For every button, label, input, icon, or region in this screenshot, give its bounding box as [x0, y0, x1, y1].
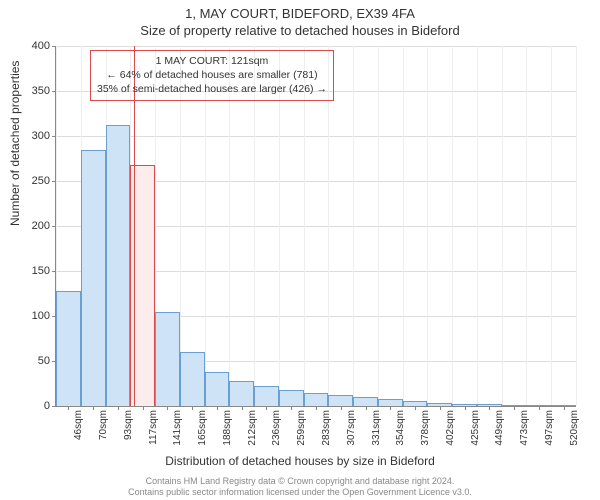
x-tick-label: 46sqm	[73, 410, 84, 440]
x-tick-label: 236sqm	[271, 410, 282, 446]
y-tick-label: 250	[32, 175, 50, 187]
title-line-2: Size of property relative to detached ho…	[0, 21, 600, 38]
footer-line-2: Contains public sector information licen…	[0, 487, 600, 498]
x-tick-label: 497sqm	[544, 410, 555, 446]
x-tick-mark	[390, 406, 391, 410]
histogram-bar	[106, 125, 131, 406]
gridline-v	[576, 46, 577, 406]
x-tick-label: 402sqm	[445, 410, 456, 446]
x-tick-label: 473sqm	[519, 410, 530, 446]
y-tick-label: 150	[32, 265, 50, 277]
x-tick-label: 307sqm	[346, 410, 357, 446]
histogram-bar	[205, 372, 230, 406]
histogram-bar	[279, 390, 304, 406]
annotation-line: 35% of semi-detached houses are larger (…	[97, 82, 327, 96]
title-line-1: 1, MAY COURT, BIDEFORD, EX39 4FA	[0, 0, 600, 21]
x-tick-mark	[143, 406, 144, 410]
x-tick-mark	[93, 406, 94, 410]
x-tick-label: 93sqm	[123, 410, 134, 440]
x-tick-label: 259sqm	[296, 410, 307, 446]
x-tick-mark	[564, 406, 565, 410]
x-tick-mark	[118, 406, 119, 410]
y-tick-mark	[52, 406, 56, 407]
y-tick-label: 300	[32, 130, 50, 142]
x-tick-mark	[167, 406, 168, 410]
histogram-bar	[56, 291, 81, 406]
plot-area: 05010015020025030035040046sqm70sqm93sqm1…	[56, 46, 576, 406]
y-tick-label: 400	[32, 40, 50, 52]
x-tick-label: 354sqm	[395, 410, 406, 446]
y-tick-mark	[52, 361, 56, 362]
histogram-bar	[378, 399, 403, 406]
x-tick-label: 520sqm	[569, 410, 580, 446]
y-tick-label: 100	[32, 310, 50, 322]
y-tick-mark	[52, 316, 56, 317]
histogram-bar	[81, 150, 106, 407]
histogram-bar	[229, 381, 254, 406]
histogram-bar	[304, 393, 329, 407]
annotation-box: 1 MAY COURT: 121sqm← 64% of detached hou…	[90, 50, 334, 101]
y-tick-mark	[52, 226, 56, 227]
y-tick-mark	[52, 181, 56, 182]
annotation-line: ← 64% of detached houses are smaller (78…	[97, 68, 327, 82]
annotation-line: 1 MAY COURT: 121sqm	[97, 54, 327, 68]
x-tick-mark	[440, 406, 441, 410]
y-tick-label: 200	[32, 220, 50, 232]
x-tick-label: 70sqm	[98, 410, 109, 440]
x-tick-label: 212sqm	[247, 410, 258, 446]
histogram-bar	[254, 386, 279, 406]
y-tick-label: 0	[44, 400, 50, 412]
x-tick-mark	[489, 406, 490, 410]
x-tick-label: 283sqm	[321, 410, 332, 446]
x-tick-mark	[415, 406, 416, 410]
histogram-bar	[353, 397, 378, 406]
histogram-bar	[180, 352, 205, 406]
x-tick-label: 378sqm	[420, 410, 431, 446]
y-tick-label: 50	[38, 355, 50, 367]
x-tick-mark	[291, 406, 292, 410]
x-tick-mark	[366, 406, 367, 410]
x-axis-label: Distribution of detached houses by size …	[0, 454, 600, 468]
y-tick-mark	[52, 91, 56, 92]
x-tick-mark	[514, 406, 515, 410]
x-tick-mark	[68, 406, 69, 410]
x-tick-mark	[341, 406, 342, 410]
y-axis-label: Number of detached properties	[8, 61, 22, 226]
x-tick-mark	[316, 406, 317, 410]
x-tick-mark	[539, 406, 540, 410]
y-tick-mark	[52, 136, 56, 137]
y-tick-mark	[52, 271, 56, 272]
x-tick-label: 188sqm	[222, 410, 233, 446]
x-tick-mark	[242, 406, 243, 410]
y-tick-label: 350	[32, 85, 50, 97]
histogram-bar	[328, 395, 353, 406]
x-tick-label: 331sqm	[371, 410, 382, 446]
histogram-bar	[155, 312, 180, 407]
x-tick-mark	[217, 406, 218, 410]
x-tick-mark	[192, 406, 193, 410]
chart-container: 1, MAY COURT, BIDEFORD, EX39 4FA Size of…	[0, 0, 600, 500]
footer-line-1: Contains HM Land Registry data © Crown c…	[0, 476, 600, 487]
x-tick-label: 117sqm	[148, 410, 159, 445]
x-tick-label: 141sqm	[172, 410, 183, 446]
y-tick-mark	[52, 46, 56, 47]
footer-attribution: Contains HM Land Registry data © Crown c…	[0, 476, 600, 499]
x-tick-label: 165sqm	[197, 410, 208, 446]
x-tick-label: 449sqm	[494, 410, 505, 446]
x-tick-mark	[465, 406, 466, 410]
x-tick-label: 425sqm	[470, 410, 481, 446]
x-tick-mark	[266, 406, 267, 410]
